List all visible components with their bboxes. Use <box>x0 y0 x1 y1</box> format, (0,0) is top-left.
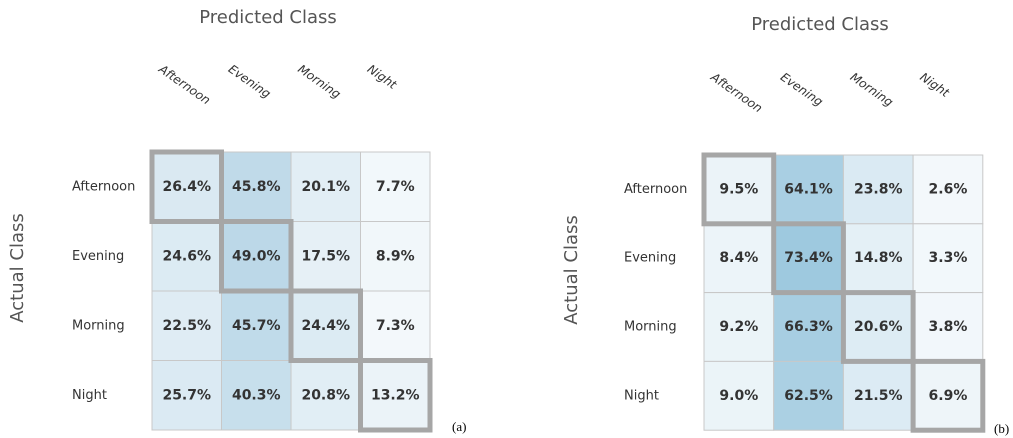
cell <box>221 360 292 431</box>
cell <box>703 360 775 431</box>
cell-label: 14.8% <box>854 250 903 266</box>
cell-label: 9.5% <box>719 181 758 197</box>
cell-label: 40.3% <box>232 387 281 403</box>
heatmap: Predicted Class Actual Class (a) Afternoon E… <box>7 7 466 434</box>
cell <box>842 223 914 294</box>
cell-label: 20.1% <box>301 179 350 195</box>
y-axis-label: Actual Class <box>561 215 582 324</box>
cell <box>221 221 292 292</box>
row-label: Night <box>624 388 659 403</box>
cell <box>773 154 844 225</box>
column-label: Evening <box>226 62 274 101</box>
cell <box>221 290 292 361</box>
cell-label: 24.4% <box>301 318 350 334</box>
row-label: Evening <box>624 251 676 266</box>
cell <box>912 292 984 362</box>
y-axis-label: Actual Class <box>7 213 28 322</box>
row-label: Night <box>72 388 107 403</box>
heatmap: Predicted Class Actual Class (b) Afternoon E… <box>561 14 1009 436</box>
column-label: Morning <box>848 70 896 110</box>
cell <box>842 292 914 362</box>
cell-label: 21.5% <box>854 388 903 404</box>
cell-label: 64.1% <box>784 181 833 197</box>
cell-label: 2.6% <box>929 181 968 197</box>
diagonal-highlight <box>288 288 363 363</box>
column-label: Afternoon <box>155 61 212 107</box>
column-label: Morning <box>295 62 343 102</box>
cell <box>360 221 431 292</box>
cell <box>773 292 844 362</box>
row-label: Afternoon <box>72 179 135 194</box>
cell <box>360 151 431 222</box>
column-label: Evening <box>778 70 826 109</box>
cell-label: 66.3% <box>784 319 833 335</box>
cell-label: 3.8% <box>929 319 968 335</box>
diagonal-highlight <box>910 358 986 433</box>
cell-label: 13.2% <box>371 387 420 403</box>
cell-label: 8.4% <box>719 250 758 266</box>
diagonal-highlight <box>771 221 846 296</box>
chart-title: Predicted Class <box>199 7 337 28</box>
cell-label: 20.6% <box>854 319 903 335</box>
cell <box>912 223 984 294</box>
cell <box>773 360 844 431</box>
caption: (a) <box>452 419 466 434</box>
cell-label: 23.8% <box>854 181 903 197</box>
cell-label: 7.7% <box>376 179 415 195</box>
caption: (b) <box>994 421 1009 436</box>
cell-label: 24.6% <box>162 248 211 264</box>
cell-label: 9.2% <box>719 319 758 335</box>
row-label: Afternoon <box>624 182 687 197</box>
cell-label: 25.7% <box>162 387 211 403</box>
cell <box>290 151 361 222</box>
column-label: Afternoon <box>707 69 764 115</box>
row-label: Morning <box>624 320 677 335</box>
cell <box>703 292 775 362</box>
cell-label: 22.5% <box>162 318 211 334</box>
diagonal-highlight <box>840 290 916 364</box>
cell-label: 62.5% <box>784 388 833 404</box>
cell <box>151 360 222 431</box>
cell-label: 73.4% <box>784 250 833 266</box>
chart-title: Predicted Class <box>751 14 889 35</box>
diagonal-highlight <box>701 152 777 227</box>
cell-label: 7.3% <box>376 318 415 334</box>
cell <box>773 223 844 294</box>
cell-label: 6.9% <box>929 388 968 404</box>
cell <box>151 151 222 222</box>
row-label: Morning <box>72 318 125 333</box>
cell-label: 8.9% <box>376 248 415 264</box>
column-label: Night <box>917 70 952 101</box>
diagonal-highlight <box>149 149 224 224</box>
cell-label: 45.8% <box>232 179 281 195</box>
diagonal-highlight <box>219 219 294 294</box>
cell-label: 9.0% <box>719 388 758 404</box>
cell <box>360 290 431 361</box>
cell <box>842 360 914 431</box>
cell-label: 17.5% <box>301 248 350 264</box>
cell <box>703 154 775 225</box>
cell-label: 45.7% <box>232 318 281 334</box>
cell-label: 49.0% <box>232 248 281 264</box>
diagonal-highlight <box>358 358 433 433</box>
column-label: Night <box>365 62 400 93</box>
cell <box>221 151 292 222</box>
cell-label: 26.4% <box>162 179 211 195</box>
row-label: Evening <box>72 249 124 264</box>
cell-label: 20.8% <box>301 387 350 403</box>
cell-label: 3.3% <box>929 250 968 266</box>
